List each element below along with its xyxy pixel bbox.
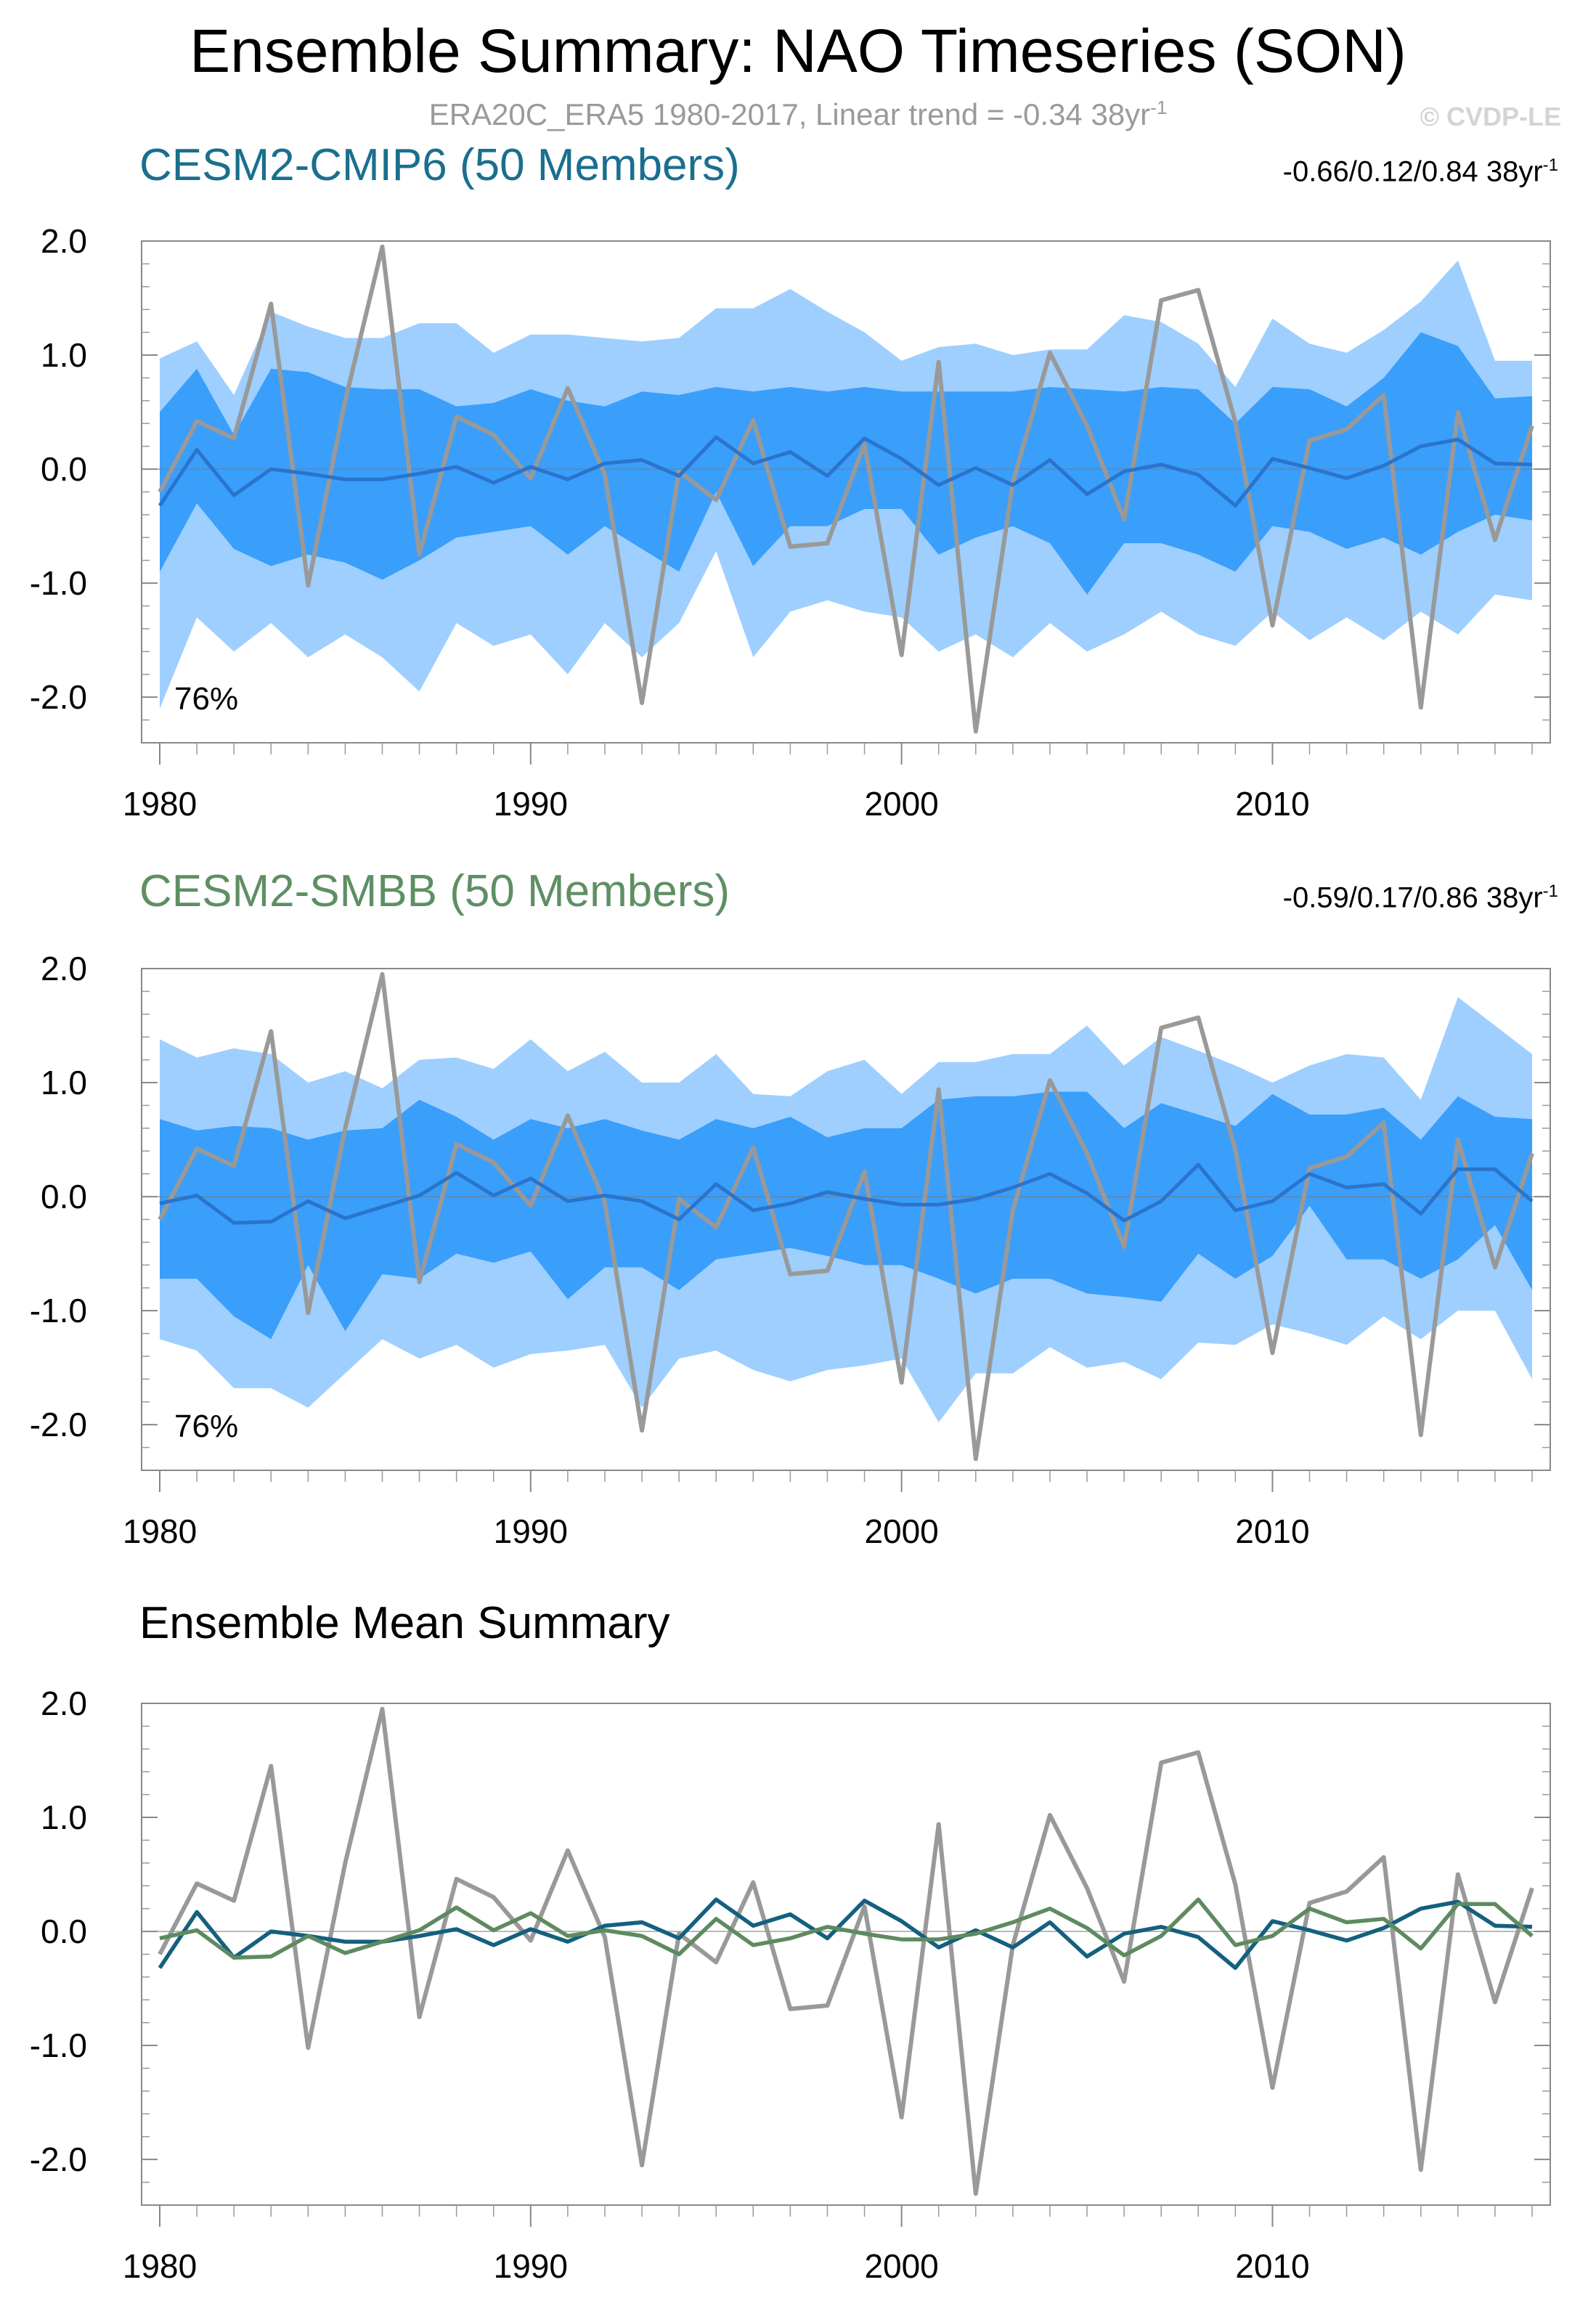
y-tick-label: 0.0 [41,1912,87,1950]
smbb-mean-line [159,1897,1534,1960]
x-tick-label: 1980 [123,1512,197,1550]
x-tick-label: 2010 [1235,2247,1309,2285]
observed-series-line [158,244,1534,734]
panel-stats-smbb-sup: -1 [1542,881,1558,901]
panel-stats-cmip6: -0.66/0.12/0.84 38yr-1 [1283,155,1558,188]
x-tick-label: 1990 [494,785,568,823]
y-tick-label: 0.0 [41,1178,87,1215]
x-tick-label: 2010 [1235,1512,1309,1550]
y-tick-label: 1.0 [41,1798,87,1836]
panel-title-cmip6: CESM2-CMIP6 (50 Members) [139,140,740,190]
chart-panel-0: -2.0 -1.0 0.0 1.0 2.0 1980 1990 2000 2010 [30,222,1551,823]
panel-stats-smbb-text: -0.59/0.17/0.86 38yr [1282,881,1543,914]
copyright-label: © CVDP-LE [1420,102,1561,131]
ensemble-mean-line [158,435,1533,508]
y-tick-label: -2.0 [30,1406,87,1443]
percent-label-cmip6: 76% [174,681,239,717]
y-tick-label: -1.0 [30,2026,87,2064]
y-tick-label: 0.0 [41,450,87,488]
panel-stats-smbb: -0.59/0.17/0.86 38yr-1 [1283,881,1558,914]
y-tick-label: 1.0 [41,336,87,374]
x-tick-label: 2000 [864,1512,938,1550]
chart-panel-2: -2.0 -1.0 0.0 1.0 2.0 1980 1990 2000 2010 [30,1684,1551,2285]
y-tick-label: -1.0 [30,1292,87,1329]
y-tick-label: -2.0 [30,2140,87,2178]
x-tick-label: 2000 [864,2247,938,2285]
inner-spread-band [160,332,1532,595]
y-tick-label: 2.0 [41,950,87,987]
panel-stats-cmip6-text: -0.66/0.12/0.84 38yr [1282,155,1543,188]
percent-label-smbb: 76% [174,1409,239,1444]
x-tick-label: 1990 [494,1512,568,1550]
observed-series-line [158,1706,1534,2196]
observation-subtitle: ERA20C_ERA5 1980-2017, Linear trend = -0… [0,97,1596,132]
y-tick-label: -1.0 [30,564,87,602]
panel-title-smbb: CESM2-SMBB (50 Members) [139,866,730,916]
page-title: Ensemble Summary: NAO Timeseries (SON) [190,17,1406,85]
subtitle-superscript: -1 [1150,97,1168,118]
x-tick-label: 2010 [1235,785,1309,823]
ensemble-mean-line [159,1162,1534,1225]
subtitle-text: ERA20C_ERA5 1980-2017, Linear trend = -0… [428,97,1151,131]
y-tick-label: -2.0 [30,678,87,716]
observed-series-line [158,971,1534,1462]
y-tick-label: 2.0 [41,1684,87,1722]
chart-panel-1: -2.0 -1.0 0.0 1.0 2.0 1980 1990 2000 2010 [30,950,1551,1550]
panel-stats-cmip6-sup: -1 [1542,155,1558,175]
panel-title-summary: Ensemble Mean Summary [139,1598,670,1648]
x-tick-label: 1980 [123,2247,197,2285]
x-tick-label: 2000 [864,785,938,823]
y-tick-label: 1.0 [41,1064,87,1101]
x-tick-label: 1980 [123,785,197,823]
y-tick-label: 2.0 [41,222,87,260]
x-tick-label: 1990 [494,2247,568,2285]
